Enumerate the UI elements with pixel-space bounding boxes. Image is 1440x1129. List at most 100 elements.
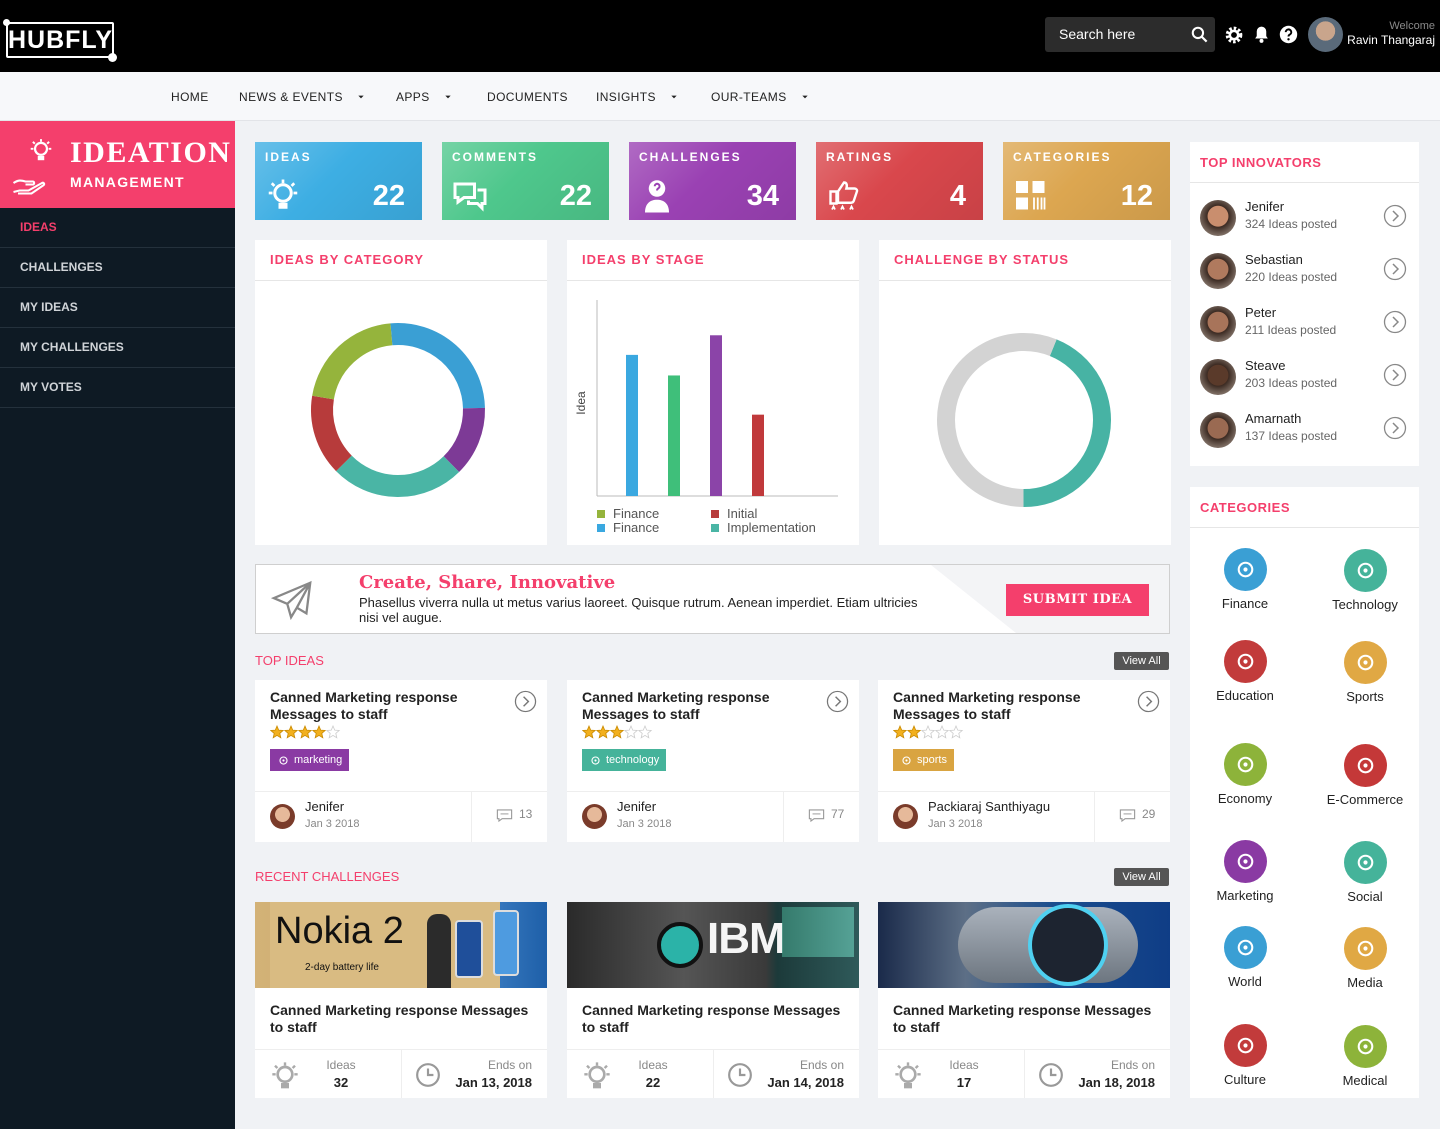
stat-card[interactable]: RATINGS 4 bbox=[816, 142, 983, 220]
idea-title: Canned Marketing response Messages to st… bbox=[582, 689, 770, 722]
innovator-arrow[interactable] bbox=[1383, 257, 1407, 281]
author-name: Packiaraj Santhiyagu bbox=[928, 799, 1051, 814]
category-item[interactable]: E-Commerce bbox=[1310, 744, 1420, 807]
innovator-arrow[interactable] bbox=[1383, 416, 1407, 440]
ends-label: Ends on bbox=[799, 1058, 844, 1072]
category-item[interactable]: Economy bbox=[1190, 743, 1300, 806]
stat-card[interactable]: COMMENTS 22 bbox=[442, 142, 609, 220]
section-title: TOP IDEAS bbox=[255, 653, 324, 668]
clock-icon bbox=[1039, 1063, 1063, 1087]
innovator-name: Peter bbox=[1245, 305, 1277, 320]
innovator-arrow-part bbox=[1392, 210, 1400, 222]
sidebar-item[interactable]: CHALLENGES bbox=[0, 248, 235, 288]
panel-divider bbox=[1190, 527, 1419, 528]
category-name: Finance bbox=[1221, 596, 1269, 611]
sidebar-item[interactable]: MY VOTES bbox=[0, 368, 235, 408]
category-name: Culture bbox=[1224, 1072, 1266, 1087]
nav-label: OUR-TEAMS bbox=[711, 90, 787, 104]
innovator-posts: 137 Ideas posted bbox=[1245, 429, 1338, 443]
innovator-arrow[interactable] bbox=[1383, 204, 1407, 228]
innovator-arrow[interactable] bbox=[1383, 363, 1407, 387]
category-item[interactable]: Medical bbox=[1310, 1025, 1420, 1088]
nav-item[interactable]: APPS bbox=[396, 90, 452, 104]
ideas-count: 22 bbox=[645, 1075, 661, 1090]
star bbox=[623, 725, 639, 739]
tag-label: marketing bbox=[294, 754, 343, 766]
comment-count: 29 bbox=[1142, 807, 1156, 821]
submit-button[interactable]: SUBMIT IDEA bbox=[1006, 584, 1149, 616]
category-icon-part bbox=[1237, 1037, 1254, 1054]
search-box[interactable]: Search here bbox=[1045, 17, 1215, 52]
image-person bbox=[427, 914, 451, 988]
category-icon-part bbox=[1357, 854, 1374, 871]
nav-item[interactable]: HOME bbox=[171, 90, 209, 104]
stat-card[interactable]: CATEGORIES 12 bbox=[1003, 142, 1170, 220]
idea-card[interactable]: Canned Marketing response Messages to st… bbox=[878, 680, 1170, 842]
notification-icon-part bbox=[1259, 38, 1264, 43]
star bbox=[920, 725, 936, 739]
challenge-card[interactable]: Nokia 2 2-day battery life Canned Marketin… bbox=[255, 902, 547, 1098]
category-item[interactable]: Culture bbox=[1190, 1024, 1300, 1087]
idea-arrow-part bbox=[835, 696, 842, 707]
bulb-icon-part bbox=[588, 1065, 606, 1083]
category-icon-part bbox=[1363, 946, 1368, 951]
tag-label: technology bbox=[606, 754, 660, 766]
stat-card[interactable]: IDEAS 22 bbox=[255, 142, 422, 220]
category-icon bbox=[1237, 756, 1254, 773]
sidebar-header bbox=[0, 121, 235, 208]
innovator-arrow-part bbox=[1392, 316, 1400, 328]
stat-icon bbox=[453, 182, 487, 212]
category-item[interactable]: Media bbox=[1310, 927, 1420, 990]
card-divider-vertical bbox=[401, 1049, 402, 1098]
category-item[interactable]: World bbox=[1190, 926, 1300, 989]
category-item[interactable]: Marketing bbox=[1190, 840, 1300, 903]
innovator-posts: 220 Ideas posted bbox=[1245, 270, 1338, 284]
stat-icon-part bbox=[645, 199, 669, 213]
legend-label: Finance bbox=[613, 520, 659, 535]
banner-title: Create, Share, Innovative bbox=[359, 572, 616, 593]
category-item[interactable]: Finance bbox=[1190, 548, 1300, 611]
paper-plane-icon bbox=[270, 580, 312, 621]
innovator-avatar bbox=[1200, 253, 1236, 289]
idea-card[interactable]: Canned Marketing response Messages to st… bbox=[567, 680, 859, 842]
tag-icon-part bbox=[902, 755, 911, 765]
innovator-arrow[interactable] bbox=[1383, 310, 1407, 334]
category-icon-part bbox=[1243, 1043, 1248, 1048]
category-item[interactable]: Technology bbox=[1310, 549, 1420, 612]
sidebar-item[interactable]: MY CHALLENGES bbox=[0, 328, 235, 368]
settings-icon[interactable] bbox=[1224, 25, 1244, 45]
star bbox=[283, 725, 299, 739]
nav-item[interactable]: OUR-TEAMS bbox=[711, 90, 809, 104]
stat-icon-part bbox=[653, 182, 661, 191]
dropdown-caret-part bbox=[671, 95, 677, 99]
help-icon[interactable] bbox=[1279, 25, 1298, 44]
category-icon-part bbox=[1363, 660, 1368, 665]
challenge-card[interactable]: Canned Marketing response Messages to st… bbox=[878, 902, 1170, 1098]
nav-item[interactable]: NEWS & EVENTS bbox=[239, 90, 365, 104]
view-all-button[interactable]: View All bbox=[1114, 652, 1169, 670]
challenge-card[interactable]: IBM Canned Marketing response Messages to… bbox=[567, 902, 859, 1098]
stat-card[interactable]: CHALLENGES 34 bbox=[629, 142, 796, 220]
bulb-icon-part bbox=[895, 1062, 921, 1076]
nav-item[interactable]: DOCUMENTS bbox=[487, 90, 568, 104]
sidebar-item[interactable]: MY IDEAS bbox=[0, 288, 235, 328]
innovator-name: Jenifer bbox=[1245, 199, 1285, 214]
category-item[interactable]: Sports bbox=[1310, 641, 1420, 704]
view-all-button[interactable]: View All bbox=[1114, 868, 1169, 886]
bar bbox=[668, 375, 680, 496]
innovator-arrow-part bbox=[1383, 310, 1407, 334]
sidebar-item[interactable]: IDEAS bbox=[0, 208, 235, 248]
nav-item[interactable]: INSIGHTS bbox=[596, 90, 678, 104]
idea-card[interactable]: Canned Marketing response Messages to st… bbox=[255, 680, 547, 842]
card-divider-vertical bbox=[471, 791, 472, 842]
card-divider-vertical bbox=[1024, 1049, 1025, 1098]
user-avatar[interactable] bbox=[1308, 17, 1343, 52]
category-item[interactable]: Social bbox=[1310, 841, 1420, 904]
star bbox=[297, 725, 313, 739]
category-icon-part bbox=[1357, 562, 1374, 579]
category-item[interactable]: Education bbox=[1190, 640, 1300, 703]
notification-icon[interactable] bbox=[1252, 25, 1271, 44]
category-icon bbox=[1357, 1038, 1374, 1055]
bulb-icon-part bbox=[281, 1083, 289, 1089]
